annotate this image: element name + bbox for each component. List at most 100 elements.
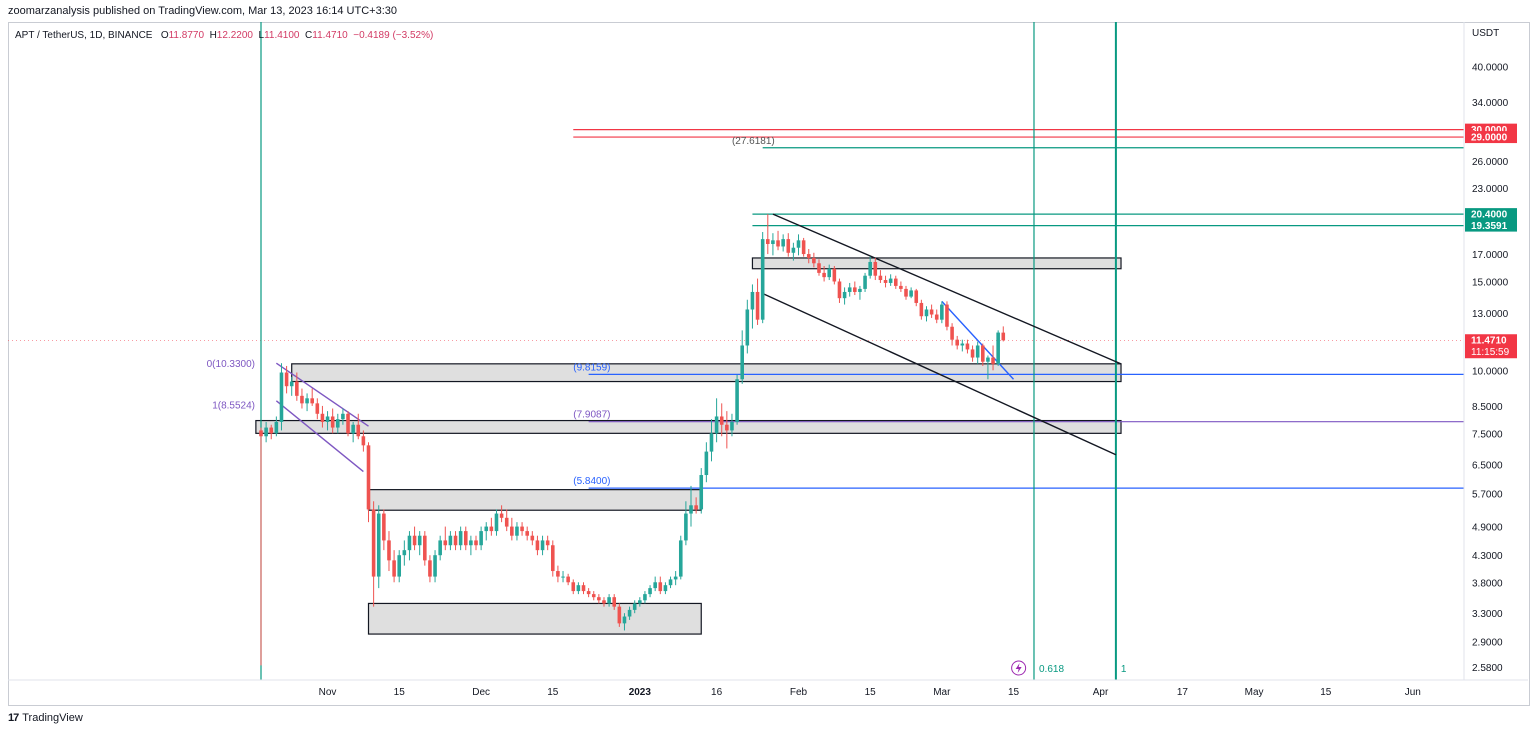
price-tag-label: 19.3591 — [1471, 221, 1508, 232]
time-tick-label: Feb — [790, 687, 808, 698]
zones-layer — [255, 257, 1122, 635]
price-tick-label: 10.0000 — [1472, 366, 1509, 377]
candle — [699, 468, 704, 514]
candle-body — [586, 591, 591, 595]
candle — [305, 393, 309, 412]
candle — [463, 526, 468, 551]
candle — [986, 355, 990, 380]
candle-body — [822, 272, 826, 278]
candle — [837, 278, 842, 303]
candle-body — [279, 372, 284, 422]
candle — [469, 535, 473, 556]
price-chart[interactable]: (27.6181) (9.8159) (7.9087) (5.8400) 0(10.33… — [8, 22, 1528, 704]
candle — [525, 526, 529, 541]
candle-body — [576, 585, 581, 592]
candle — [371, 501, 376, 607]
candle-body — [346, 413, 350, 434]
time-tick-label: Nov — [319, 687, 337, 698]
candle — [786, 233, 791, 257]
tradingview-logo[interactable]: 17 TradingView — [8, 712, 83, 724]
candle-body — [612, 597, 617, 607]
candle — [812, 252, 816, 268]
candle-body — [458, 531, 463, 546]
candle — [300, 388, 304, 409]
candle-body — [919, 302, 924, 317]
candle — [504, 509, 509, 532]
candle — [806, 248, 811, 264]
candle-body — [873, 261, 878, 276]
price-tag-countdown: 11:15:59 — [1471, 347, 1510, 358]
candle-body — [684, 513, 688, 541]
candle — [760, 232, 765, 324]
candle — [494, 509, 499, 536]
price-tag-label: 30.0000 — [1471, 125, 1508, 136]
candle — [740, 330, 744, 384]
candle — [407, 531, 412, 561]
candle-body — [899, 285, 903, 289]
candle-body — [924, 309, 929, 317]
candle-body — [760, 239, 765, 320]
candle — [940, 301, 944, 324]
candle-body — [561, 576, 565, 578]
close-value: 11.4710 — [312, 30, 348, 41]
candle — [853, 281, 857, 296]
candle-body — [996, 332, 1000, 364]
candle-body — [397, 555, 402, 577]
candle-body — [735, 379, 739, 422]
candle — [863, 272, 867, 292]
candle-body — [755, 291, 760, 320]
candle — [453, 531, 458, 551]
candle-body — [673, 576, 678, 580]
candle-body — [627, 609, 632, 617]
candle-body — [499, 513, 504, 518]
candle — [929, 304, 934, 318]
candle — [586, 588, 591, 598]
time-tick-label: Mar — [933, 687, 951, 698]
candle — [428, 555, 432, 583]
candle-body — [330, 416, 335, 428]
candle — [847, 282, 852, 297]
price-tick-label: 15.0000 — [1472, 277, 1509, 288]
candle-body — [914, 290, 919, 303]
candle — [356, 413, 361, 440]
candle — [842, 287, 847, 305]
candle — [540, 535, 545, 556]
price-tag: 29.0000 — [1465, 131, 1517, 144]
candle-body — [847, 287, 852, 292]
candle — [279, 363, 284, 431]
candle — [484, 522, 489, 541]
candle — [950, 323, 954, 346]
candle — [934, 309, 939, 324]
symbol-legend: APT / TetherUS, 1D, BINANCE O11.8770 H12… — [15, 30, 433, 41]
candle — [801, 237, 806, 257]
candle — [479, 526, 483, 551]
level-label: (27.6181) — [732, 136, 775, 147]
candle-body — [453, 535, 458, 546]
candle-body — [945, 304, 949, 327]
candle — [392, 550, 396, 583]
candle-body — [638, 600, 642, 604]
candle-body — [955, 339, 959, 346]
time-tick-label: Apr — [1093, 687, 1109, 698]
price-tick-label: 2.9000 — [1472, 637, 1503, 648]
candle — [955, 335, 959, 350]
price-tick-label: 26.0000 — [1472, 157, 1509, 168]
candle-body — [305, 398, 309, 404]
time-tick-label: 15 — [547, 687, 559, 698]
candle — [766, 214, 770, 255]
candle-body — [776, 240, 780, 247]
candle-body — [960, 343, 965, 346]
candle-body — [597, 597, 601, 601]
candle — [602, 597, 606, 607]
candle — [581, 582, 586, 595]
candle — [776, 230, 780, 251]
candle — [433, 550, 437, 583]
candle-body — [556, 571, 560, 577]
candle — [545, 535, 550, 551]
candle-body — [883, 280, 888, 283]
candle-body — [858, 288, 862, 292]
candle — [535, 535, 540, 556]
candle-body — [704, 451, 709, 476]
candle — [827, 264, 832, 281]
